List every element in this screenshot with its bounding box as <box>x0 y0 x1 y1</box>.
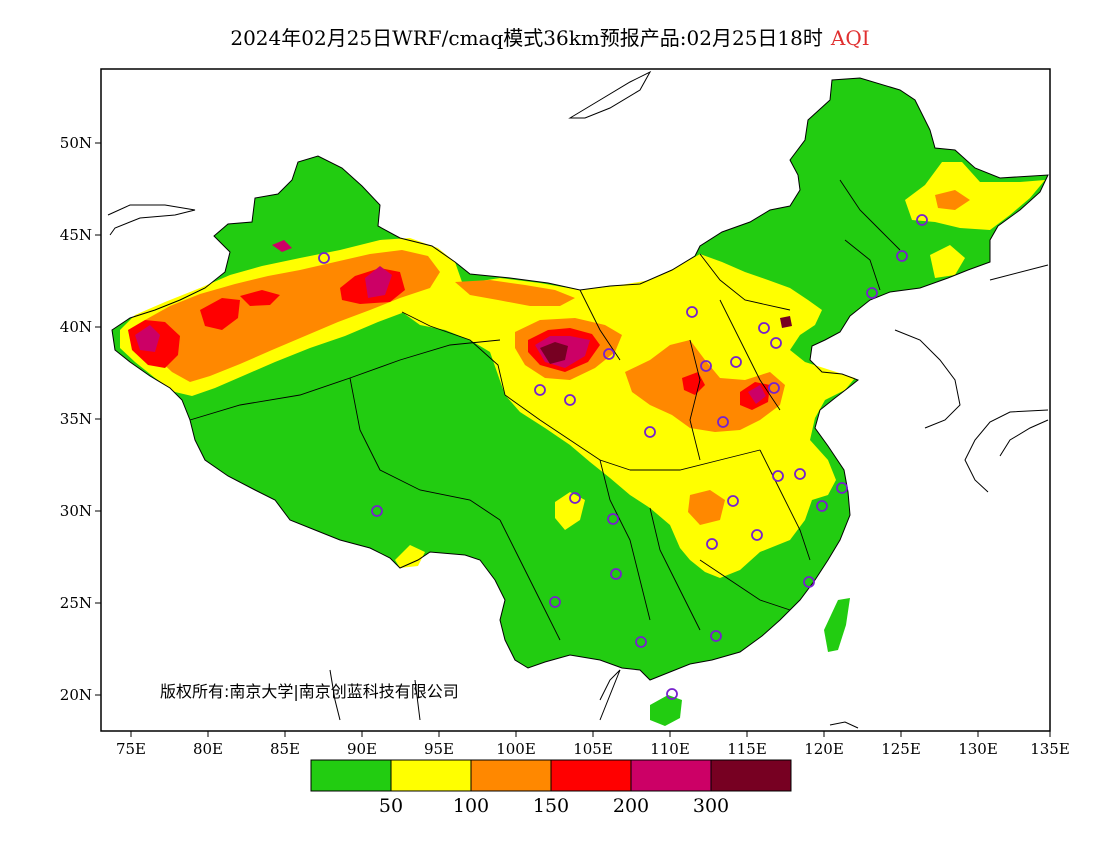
station-marker <box>710 630 722 642</box>
lon-tick-label: 120E <box>804 740 844 758</box>
station-marker <box>803 576 815 588</box>
lon-tick-label: 105E <box>573 740 613 758</box>
legend-swatch-good <box>310 759 392 792</box>
legend-swatch-unhealthy <box>550 759 632 792</box>
lon-tick-label: 135E <box>1030 740 1070 758</box>
station-marker <box>564 394 576 406</box>
copyright-text: 版权所有:南京大学|南京创蓝科技有限公司 <box>160 682 459 701</box>
station-marker <box>758 322 770 334</box>
aqi-very-unhealthy-urumqi <box>272 240 292 252</box>
china-border <box>111 77 1049 681</box>
lon-tick-label: 85E <box>270 740 300 758</box>
title-main: 2024年02月25日WRF/cmaq模式36km预报产品:02月25日18时 <box>230 26 823 50</box>
map-content: 版权所有:南京大学|南京创蓝科技有限公司 <box>107 70 1049 729</box>
station-marker <box>569 492 581 504</box>
station-marker <box>603 348 615 360</box>
station-marker <box>644 426 656 438</box>
station-marker <box>686 306 698 318</box>
lat-tick-label: 45N <box>60 226 92 244</box>
lon-tick-label: 125E <box>881 740 921 758</box>
monitoring-stations <box>318 214 928 700</box>
lon-tick-label: 115E <box>727 740 767 758</box>
aqi-usg-south <box>688 490 725 525</box>
lon-axis <box>130 731 1051 737</box>
hainan-island <box>650 695 682 726</box>
lon-tick-label: 80E <box>193 740 223 758</box>
legend-label: 200 <box>613 795 649 817</box>
map-title: 2024年02月25日WRF/cmaq模式36km预报产品:02月25日18时 A… <box>0 22 1100 51</box>
station-marker <box>896 250 908 262</box>
aqi-moderate-s <box>395 545 425 568</box>
lat-tick-label: 30N <box>60 502 92 520</box>
station-marker <box>730 356 742 368</box>
lon-tick-label: 100E <box>496 740 536 758</box>
map-frame <box>100 68 1051 732</box>
lat-tick-label: 50N <box>60 134 92 152</box>
station-marker <box>371 505 383 517</box>
station-marker <box>666 688 678 700</box>
lon-tick-label: 130E <box>958 740 998 758</box>
legend-label: 300 <box>693 795 729 817</box>
aqi-very-unhealthy-turpan <box>365 266 392 298</box>
aqi-usg-central <box>625 340 785 432</box>
aqi-unhealthy-tarim <box>200 298 240 330</box>
legend-swatch-moderate <box>390 759 472 792</box>
lat-tick-label: 40N <box>60 318 92 336</box>
legend-label: 100 <box>453 795 489 817</box>
legend-swatch-hazardous <box>710 759 792 792</box>
aqi-moderate-ne2 <box>930 245 965 278</box>
station-marker <box>534 384 546 396</box>
legend-swatch-very-unhealthy <box>630 759 712 792</box>
station-marker <box>549 596 561 608</box>
station-marker <box>772 470 784 482</box>
aqi-hazardous-ningxia <box>540 342 568 364</box>
station-marker <box>816 500 828 512</box>
lon-tick-label: 110E <box>650 740 690 758</box>
lon-tick-labels: 75E 80E 85E 90E 95E 100E 105E 110E 115E … <box>116 740 1070 758</box>
aqi-legend: 50 100 150 200 300 <box>310 759 792 817</box>
aqi-hazardous-beijing <box>780 316 792 328</box>
lat-tick-labels: 50N 45N 40N 35N 30N 25N 20N <box>60 134 92 704</box>
station-marker <box>916 214 928 226</box>
lat-tick-label: 20N <box>60 686 92 704</box>
station-marker <box>770 337 782 349</box>
lon-tick-label: 90E <box>347 740 377 758</box>
legend-label: 150 <box>533 795 569 817</box>
taiwan-island <box>824 598 850 652</box>
station-marker <box>836 482 848 494</box>
lat-axis <box>95 142 101 696</box>
station-marker <box>635 636 647 648</box>
aqi-very-unhealthy-kashgar <box>135 325 160 352</box>
legend-label: 50 <box>379 795 403 817</box>
lat-tick-label: 35N <box>60 410 92 428</box>
station-marker <box>866 287 878 299</box>
lon-tick-label: 75E <box>116 740 146 758</box>
station-marker <box>727 495 739 507</box>
station-marker <box>607 513 619 525</box>
station-marker <box>700 360 712 372</box>
lon-tick-label: 95E <box>424 740 454 758</box>
aqi-usg-north <box>455 280 575 306</box>
station-marker <box>706 538 718 550</box>
legend-swatch-usg <box>470 759 552 792</box>
station-marker <box>318 252 330 264</box>
aqi-moderate-sw <box>555 492 585 530</box>
lat-tick-label: 25N <box>60 594 92 612</box>
station-marker <box>610 568 622 580</box>
neighbor-coastlines <box>107 70 1049 729</box>
station-marker <box>768 382 780 394</box>
aqi-usg-ne <box>935 190 970 210</box>
aqi-very-unhealthy-hebei <box>748 385 766 404</box>
station-marker <box>794 468 806 480</box>
aqi-unhealthy-tarim2 <box>240 290 280 306</box>
aqi-moderate-northeast <box>905 162 1045 230</box>
title-variable: AQI <box>830 26 870 50</box>
province-boundaries <box>189 179 901 641</box>
station-marker <box>717 416 729 428</box>
station-marker <box>751 529 763 541</box>
